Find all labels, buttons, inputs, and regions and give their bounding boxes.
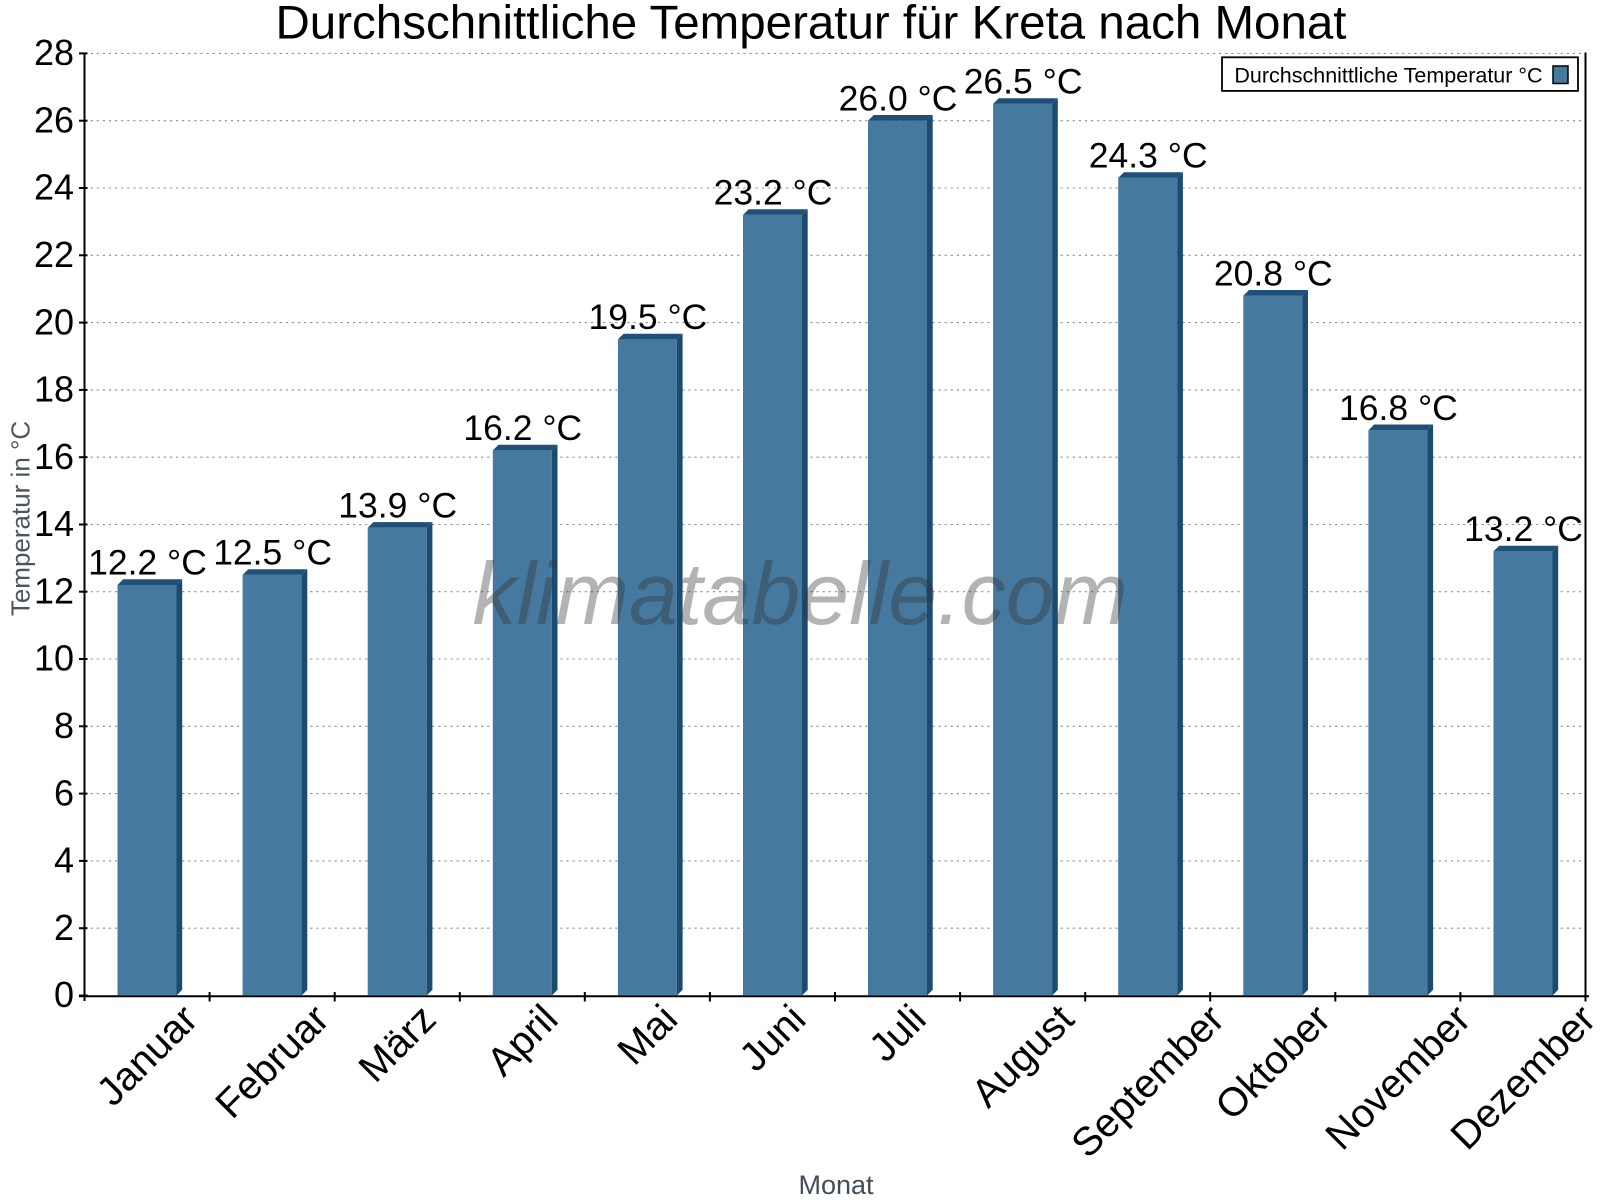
svg-text:23.2 °C: 23.2 °C (714, 173, 833, 213)
svg-text:26.5 °C: 26.5 °C (964, 62, 1083, 102)
svg-text:klimatabelle.com: klimatabelle.com (473, 544, 1128, 643)
svg-text:6: 6 (54, 772, 74, 813)
svg-text:12.5 °C: 12.5 °C (213, 533, 332, 573)
svg-text:10: 10 (34, 638, 74, 679)
svg-text:Monat: Monat (798, 1170, 874, 1200)
svg-text:26.0 °C: 26.0 °C (839, 78, 958, 118)
svg-text:13.9 °C: 13.9 °C (338, 486, 457, 526)
svg-text:4: 4 (54, 840, 74, 881)
svg-text:26: 26 (34, 99, 74, 140)
svg-text:18: 18 (34, 369, 74, 410)
svg-text:24: 24 (34, 167, 74, 208)
svg-text:Temperatur in °C: Temperatur in °C (6, 421, 36, 616)
svg-text:20: 20 (34, 301, 74, 342)
svg-text:20.8 °C: 20.8 °C (1214, 253, 1333, 293)
svg-text:2: 2 (54, 907, 74, 948)
svg-text:22: 22 (34, 234, 74, 275)
svg-text:19.5 °C: 19.5 °C (589, 297, 708, 337)
svg-text:12: 12 (34, 570, 74, 611)
svg-text:16.8 °C: 16.8 °C (1339, 388, 1458, 428)
svg-text:24.3 °C: 24.3 °C (1089, 136, 1208, 176)
svg-text:14: 14 (34, 503, 74, 544)
svg-text:16: 16 (34, 436, 74, 477)
svg-text:Durchschnittliche Temperatur °: Durchschnittliche Temperatur °C (1234, 64, 1542, 88)
svg-text:16.2 °C: 16.2 °C (463, 408, 582, 448)
svg-text:0: 0 (54, 974, 74, 1015)
svg-text:12.2 °C: 12.2 °C (88, 543, 207, 583)
svg-text:8: 8 (54, 705, 74, 746)
svg-text:Durchschnittliche Temperatur f: Durchschnittliche Temperatur für Kreta n… (275, 0, 1346, 49)
svg-text:13.2 °C: 13.2 °C (1464, 509, 1583, 549)
svg-text:28: 28 (34, 32, 74, 73)
